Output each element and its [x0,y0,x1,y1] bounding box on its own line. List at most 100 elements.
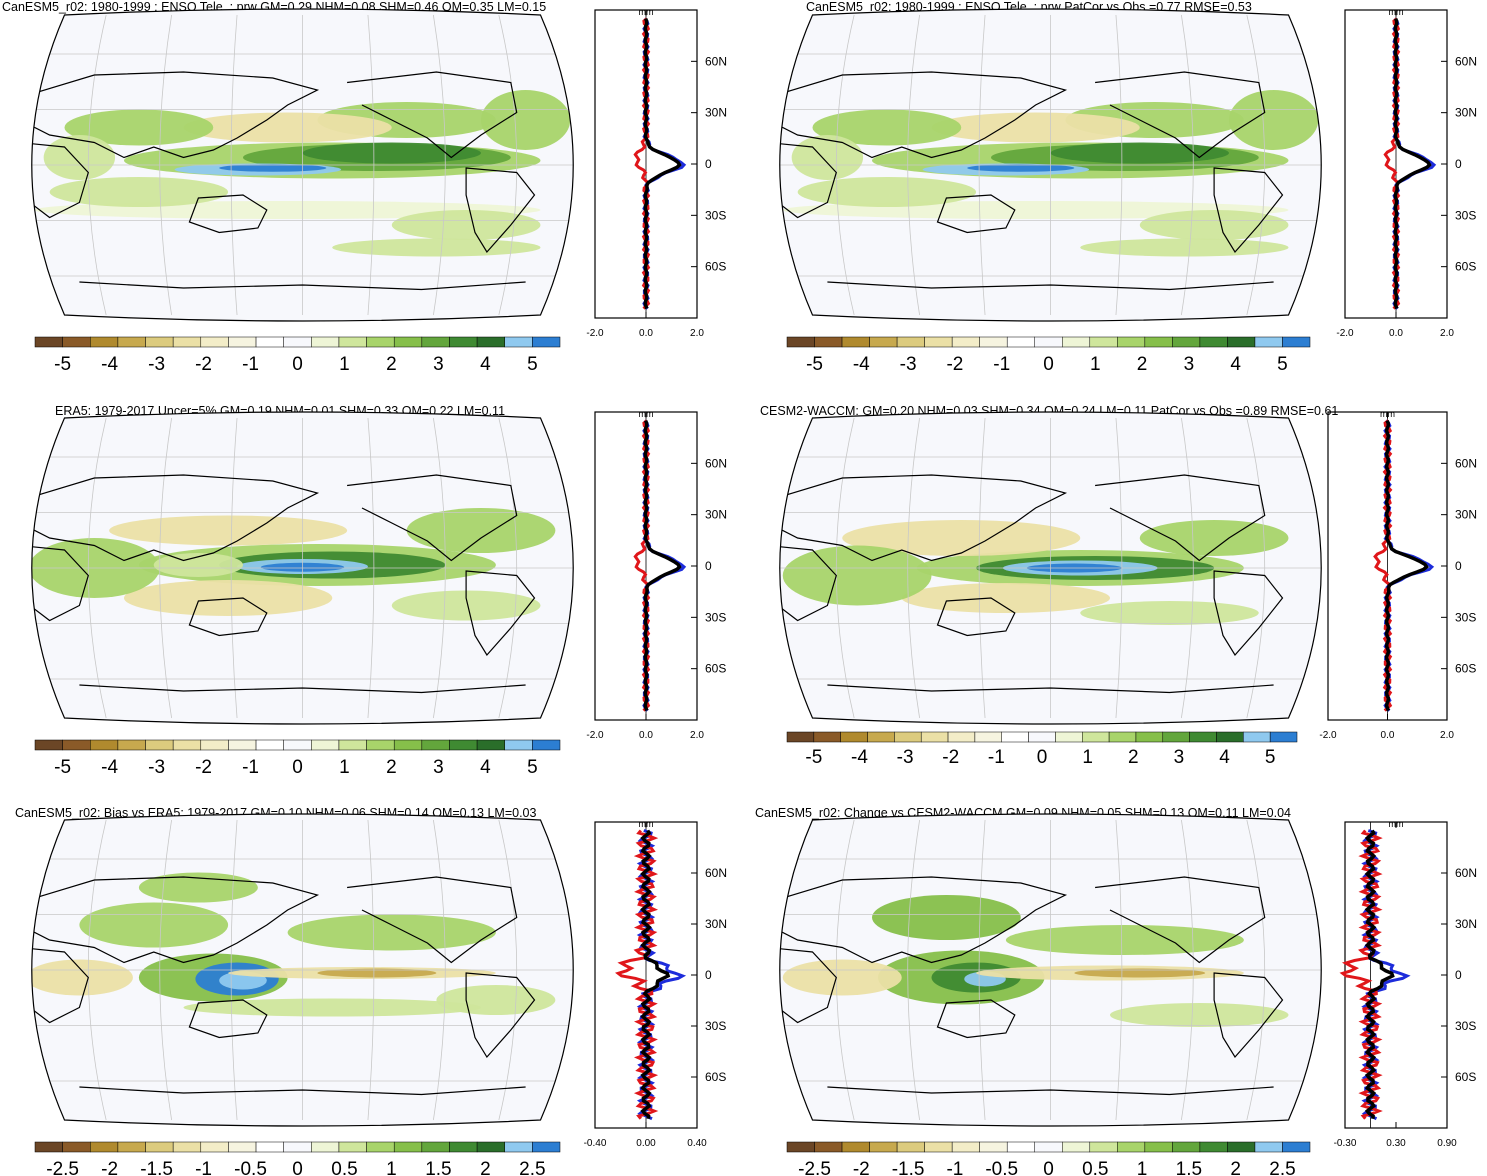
field-contour [183,998,481,1017]
colorbar-label: -5 [805,747,822,768]
colorbar-swatch [1282,336,1311,348]
colorbar-label: -1.5 [892,1159,925,1176]
colorbar-label: -1 [242,757,259,778]
coastline [827,281,1274,291]
colorbar-label: -0.5 [234,1159,267,1176]
coastline [779,946,837,1024]
field-contour [797,177,977,207]
zonal-mean-line [640,829,671,1119]
zonal-ytick-label: 60S [1455,1070,1476,1084]
field-contour [1139,520,1289,556]
colorbar-label: 2 [480,1159,491,1176]
map-field [779,819,1322,1121]
colorbar-label: 3 [433,757,444,778]
zonal-ytick-label: 30S [705,208,726,222]
coastline [31,946,89,1024]
graticule-lon [1115,819,1123,1121]
colorbar-label: -1 [988,747,1005,768]
colorbar-label: -2 [942,747,959,768]
colorbar-label: -2 [946,354,963,375]
graticule-lon [230,417,238,719]
colorbar-swatch [1034,1141,1063,1153]
colorbar-swatch [1254,1141,1283,1153]
colorbar-swatch [1144,1141,1173,1153]
colorbar-swatch [532,1141,561,1153]
colorbar-swatch [532,739,561,751]
coastline [347,474,518,562]
graticule-lon [907,819,920,1121]
zonal-ytick-label: 30S [705,610,726,624]
colorbar-label: -1 [242,354,259,375]
zonal-ytick-label: 30N [705,106,727,120]
colorbar-label: -2.5 [798,1159,831,1176]
graticule-lon [1246,14,1266,316]
colorbar-swatch [1199,1141,1228,1153]
graticule-lon [230,819,238,1121]
field-contour [1005,925,1244,955]
field-contour [967,164,1075,172]
colorbar-label: -2 [101,1159,118,1176]
colorbar-swatch [896,1141,925,1153]
colorbar-label: -0.5 [985,1159,1018,1176]
graticule-lon [1246,417,1266,719]
colorbar-label: 3 [1174,747,1185,768]
colorbar-label: 4 [480,354,491,375]
colorbar-swatch [1062,1141,1091,1153]
colorbar-label: -4 [853,354,870,375]
graticule-lon [978,417,986,719]
zonal-mean-line [643,17,682,310]
map-field [31,417,574,719]
graticule-lon [159,819,172,1121]
graticule-lon [907,14,920,316]
field-contour [109,515,348,546]
colorbar-label: 1.5 [425,1159,451,1176]
field-contour [49,177,229,207]
graticule-lon [1246,819,1266,1121]
graticule-lon [87,819,107,1121]
zonal-ytick-label: 60N [705,54,727,68]
map-border [31,8,574,322]
zonal-ytick-label: 60S [705,662,726,676]
colorbar-label: 0 [292,354,303,375]
coastline [188,597,268,637]
colorbar-label: 1 [1090,354,1101,375]
field-contour [302,142,481,164]
field-contour [1139,210,1289,240]
zonal-ytick-label: 30S [1455,610,1476,624]
zonal-xtick-label: 2.0 [1440,328,1454,339]
graticule-lon [907,417,920,719]
colorbar-label: 1 [1137,1159,1148,1176]
field-contour [391,210,541,240]
coastline [31,474,320,562]
zonal-xtick-label: 0.0 [1381,730,1395,741]
coastline [347,876,518,964]
zonal-xtick-label: -2.0 [1336,328,1354,339]
colorbar-swatch [1282,1141,1311,1153]
colorbar-label: 0 [1043,1159,1054,1176]
coastline [465,167,536,254]
colorbar-label: 1 [386,1159,397,1176]
zonal-frame [1344,821,1448,1129]
graticule-lon [87,417,107,719]
zonal-xtick-label: 2.0 [690,730,704,741]
zonal-ytick-label: 30S [1455,208,1476,222]
zonal-mean-line [1384,419,1429,712]
coastline [1095,474,1266,562]
zonal-ytick-label: 60N [1455,456,1477,470]
coastline [779,71,1068,159]
field-contour [872,895,1021,940]
colorbar-label: -2.5 [46,1159,79,1176]
colorbar-label: 1 [339,757,350,778]
map-border [779,813,1322,1127]
colorbar-label: -2 [853,1159,870,1176]
colorbar-swatch [951,1141,980,1153]
colorbar-label: 3 [1184,354,1195,375]
coastline [936,194,1016,234]
graticule-lon [1115,14,1123,316]
field-contour [782,959,902,996]
colorbar-label: -5 [54,354,71,375]
field-contour [901,583,1110,613]
graticule-lon [978,14,986,316]
